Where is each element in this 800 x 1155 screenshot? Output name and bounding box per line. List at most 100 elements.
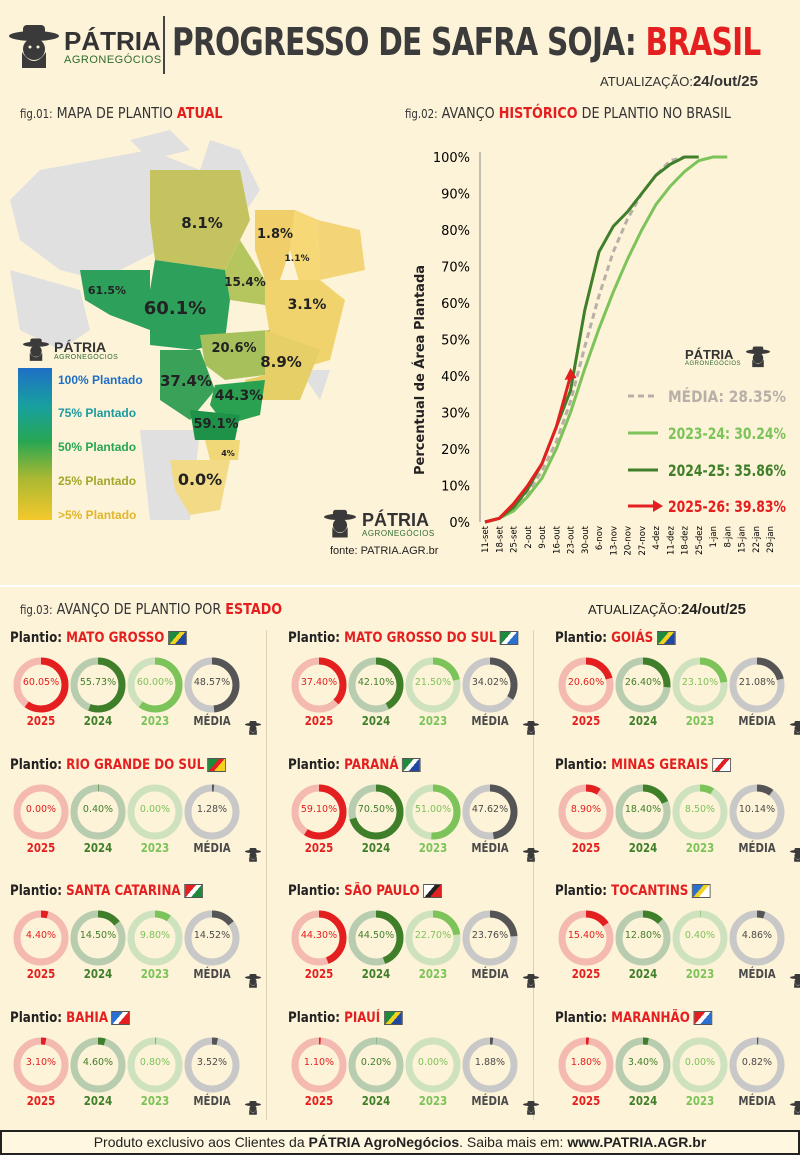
donut-2025: 4.40% (12, 909, 70, 967)
donut-progress (672, 657, 728, 713)
map-label-goias: 20.6% (211, 341, 256, 356)
grid-divider (266, 630, 267, 1120)
year-label: 2024 (628, 1094, 658, 1108)
year-label: MÉDIA (471, 714, 509, 728)
donut-value: 60.05% (22, 677, 60, 688)
donut-value: 3.52% (196, 1057, 228, 1068)
donut-value: 44.50% (357, 930, 395, 941)
year-label: 2025 (26, 967, 56, 981)
state-title: Plantio: BAHIA (10, 1010, 131, 1026)
state-flag-icon (423, 884, 442, 898)
donut-2023: 22.70% (404, 909, 462, 967)
year-label: 2025 (571, 967, 601, 981)
donut-media: 0.82% (728, 1036, 786, 1094)
donut-progress (184, 910, 240, 966)
state-title: Plantio: RIO GRANDE DO SUL (10, 757, 227, 773)
donut-progress (13, 657, 69, 713)
series-arrow (564, 368, 577, 380)
donut-2023: 0.00% (404, 1036, 462, 1094)
year-label: 2025 (571, 714, 601, 728)
year-label: 2024 (361, 1094, 391, 1108)
donut-value: 12.80% (624, 930, 662, 941)
logo-title: PÁTRIA (64, 26, 161, 56)
donut-2023: 60.00% (126, 656, 184, 714)
donut-progress (462, 657, 518, 713)
donut-value: 70.50% (357, 804, 395, 815)
donut-2024: 0.40% (69, 783, 127, 841)
x-tick-label: 30-out (581, 525, 591, 554)
donut-value: 59.10% (300, 804, 338, 815)
section-divider (0, 585, 800, 587)
donut-2024: 4.60% (69, 1036, 127, 1094)
donut-progress (13, 1037, 69, 1093)
x-tick-label: 13-nov (609, 526, 619, 556)
donut-value: 1.10% (303, 1057, 335, 1068)
map-label-tocantins: 15.4% (224, 275, 266, 289)
donut-progress (558, 1037, 614, 1093)
donut-progress (615, 657, 671, 713)
year-label: 2025 (304, 714, 334, 728)
state-title: Plantio: PIAUÍ (288, 1010, 403, 1026)
x-tick-label: 9-out (538, 525, 548, 548)
donut-progress (291, 784, 347, 840)
year-label: MÉDIA (471, 967, 509, 981)
legend-label: 100% Plantado (58, 373, 143, 387)
source-text: fonte: PATRIA.AGR.br (330, 545, 439, 557)
year-label: 2023 (418, 967, 448, 981)
donut-2025: 60.05% (12, 656, 70, 714)
state-card: Plantio: MATO GROSSO DO SUL 37.40% 2025 42.… (288, 630, 554, 755)
y-axis-label: Percentual de Área Plantada (412, 265, 428, 475)
year-label: 2023 (685, 841, 715, 855)
year-label: 2023 (418, 841, 448, 855)
donut-value: 14.52% (193, 930, 231, 941)
state-rs (170, 460, 230, 515)
x-tick-label: 22-jan (752, 526, 762, 553)
donut-value: 0.80% (139, 1057, 171, 1068)
series-line-0 (484, 155, 685, 524)
donut-2023: 21.50% (404, 656, 462, 714)
donut-media: 47.62% (461, 783, 519, 841)
donut-value: 60.00% (136, 677, 174, 688)
year-label: MÉDIA (738, 1094, 776, 1108)
year-label: 2024 (628, 841, 658, 855)
map-label-mato-grosso: 60.1% (144, 298, 206, 319)
donut-2025: 20.60% (557, 656, 615, 714)
donut-value: 4.60% (82, 1057, 114, 1068)
farmer-hat-icon (790, 973, 800, 988)
donut-progress (127, 1037, 183, 1093)
state-title: Plantio: GOIÁS (555, 630, 676, 646)
state-title: Plantio: PARANÁ (288, 757, 421, 773)
state-ms (160, 350, 215, 420)
donut-progress (558, 910, 614, 966)
x-tick-label: 18-dez (681, 525, 691, 555)
donut-2025: 1.80% (557, 1036, 615, 1094)
legend-label: 2025-26: 39.83% (668, 497, 786, 516)
state-card: Plantio: SANTA CATARINA 4.40% 2025 14.50% 20… (10, 883, 276, 1008)
legend-label: >5% Plantado (58, 508, 137, 522)
donut-value: 37.40% (300, 677, 338, 688)
farmer-hat-icon (790, 720, 800, 735)
fig2-title: fig.02: AVANÇO HISTÓRICO DE PLANTIO NO B… (405, 104, 731, 122)
logo-title: PÁTRIA (54, 338, 107, 355)
year-label: 2023 (685, 1094, 715, 1108)
farmer-hat-icon (245, 847, 261, 862)
donut-2025: 44.30% (290, 909, 348, 967)
x-tick-label: 18-set (495, 525, 505, 553)
donut-value: 8.50% (684, 804, 716, 815)
patria-logo[interactable]: PÁTRIA AGRONEGÓCIOS (8, 22, 162, 72)
map-label-rs: 0.0% (178, 470, 222, 489)
farmer-hat-icon (746, 346, 771, 368)
y-tick-label: 40% (441, 370, 470, 385)
donut-progress (405, 910, 461, 966)
donut-progress (184, 657, 240, 713)
farmer-hat-icon (245, 720, 261, 735)
y-tick-label: 30% (441, 407, 470, 422)
donut-progress (405, 657, 461, 713)
donut-value: 22.70% (414, 930, 452, 941)
map-label-rondonia: 61.5% (88, 284, 126, 297)
donut-2023: 0.40% (671, 909, 729, 967)
donut-2024: 12.80% (614, 909, 672, 967)
state-card: Plantio: TOCANTINS 15.40% 2025 12.80% 2024 0.… (555, 883, 800, 1008)
donut-track (13, 784, 69, 840)
donut-2024: 26.40% (614, 656, 672, 714)
